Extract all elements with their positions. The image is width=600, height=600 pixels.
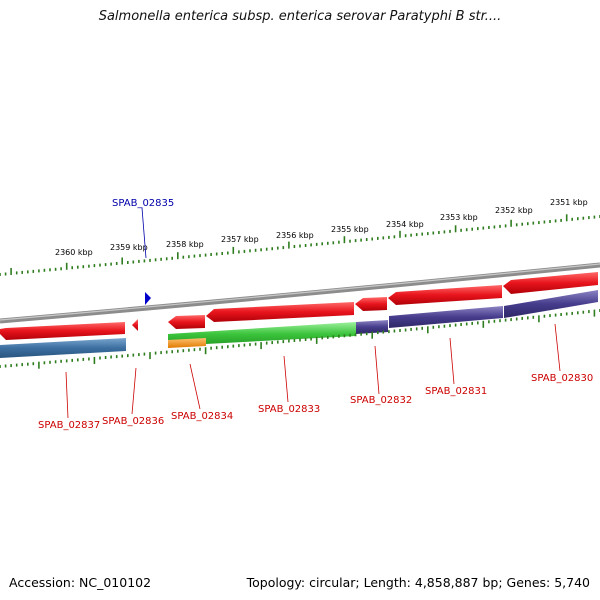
leader-spab-02831 [449,337,455,385]
ruler-label-2355: 2355 kbp [331,225,369,234]
leader-spab-02834 [189,363,201,410]
leader-spab-02836 [131,367,137,415]
outer-ruler-ticks [0,214,600,276]
ruler-label-2359: 2359 kbp [110,243,148,252]
ruler-label-2358: 2358 kbp [166,240,204,249]
cds-spab-02833[interactable] [168,322,356,346]
genome-backbone-highlight [0,263,600,321]
gene-spab-02834[interactable] [168,315,205,329]
map-title: Salmonella enterica subsp. enterica sero… [98,9,502,24]
leader-spab-02830 [554,323,561,372]
gene-label-spab-02832[interactable]: SPAB_02832 [350,395,412,406]
gene-spab-02832[interactable] [355,297,387,311]
inner-ruler-ticks [0,309,600,369]
topology-summary: Topology: circular; Length: 4,858,887 bp… [246,575,590,590]
spab-02835-marker[interactable] [145,292,151,305]
leader-spab-02833 [283,355,289,403]
ruler-label-2351: 2351 kbp [550,198,588,207]
gene-label-leaders [65,323,561,419]
cds-spab-02831[interactable] [389,306,503,328]
gene-spab-02830[interactable] [503,272,598,294]
gene-spab-02836[interactable] [132,319,138,331]
ruler-label-2352: 2352 kbp [495,206,533,215]
ruler-label-2360: 2360 kbp [55,248,93,257]
gene-label-spab-02835[interactable]: SPAB_02835 [112,198,174,209]
ruler-label-2353: 2353 kbp [440,213,478,222]
gene-label-spab-02830[interactable]: SPAB_02830 [531,373,593,384]
ruler-label-2356: 2356 kbp [276,231,314,240]
gene-label-spab-02833[interactable]: SPAB_02833 [258,404,320,415]
accession-text: Accession: NC_010102 [9,575,152,590]
gene-label-spab-02837[interactable]: SPAB_02837 [38,420,100,431]
ruler-label-2354: 2354 kbp [386,220,424,229]
cds-spab-02830[interactable] [504,290,598,318]
gene-label-spab-02834[interactable]: SPAB_02834 [171,411,233,422]
genome-backbone [0,262,600,324]
gene-spab-02837[interactable] [0,322,125,340]
cds-spab-02832[interactable] [356,320,388,334]
cds-spab-02834[interactable] [168,338,206,348]
gene-label-spab-02836[interactable]: SPAB_02836 [102,416,164,427]
leader-spab-02837 [65,371,69,419]
gene-spab-02831[interactable] [388,285,502,305]
ruler-label-2357: 2357 kbp [221,235,259,244]
cds-spab-02837[interactable] [0,338,126,358]
ruler-labels: 2360 kbp 2359 kbp 2358 kbp 2357 kbp 2356… [55,198,588,257]
leader-spab-02832 [374,345,380,395]
gene-label-spab-02831[interactable]: SPAB_02831 [425,386,487,397]
spab-02835-leader [141,207,147,259]
gene-spab-02833[interactable] [206,302,354,322]
